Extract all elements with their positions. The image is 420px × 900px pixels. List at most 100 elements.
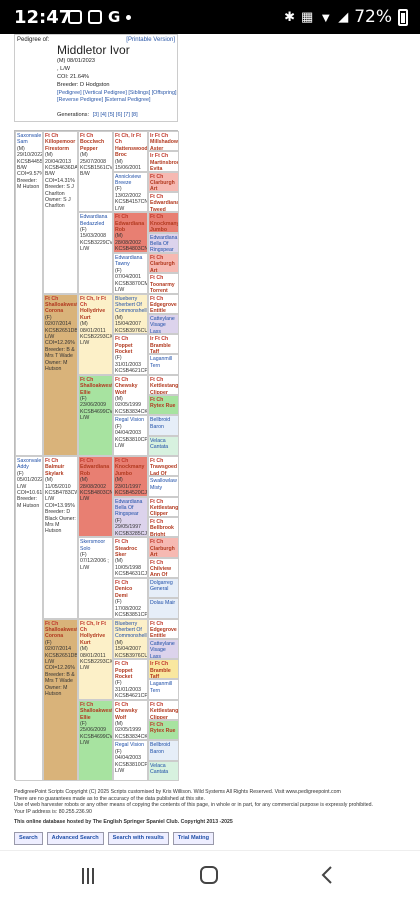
pedigree-cell[interactable]: Ft Ch Steadroc Sker (M) 10/05/1998 KCSB463… <box>113 537 148 578</box>
pedigree-cell[interactable]: Ft Ch Kettlestang Clipper <box>148 374 179 396</box>
pedigree-cell[interactable]: Ft Ch Denico Demi (F) 17/08/2002 KCSB3851C… <box>113 577 148 619</box>
pedigree-cell[interactable]: Ft Ch Balmuir Skylark (M) 11/05/2010 KCSB4… <box>43 456 78 619</box>
pedigree-cell[interactable]: Ir Ft Ch Bramble Taff <box>148 334 179 355</box>
cell-dog-name[interactable]: Edwardiana Bedazzled <box>80 214 108 227</box>
cell-dog-name[interactable]: Knockmany Jumbo <box>115 464 145 477</box>
pedigree-cell[interactable]: Blueberry Sherbert Of Commonshell (M) 15/… <box>113 618 148 660</box>
cell-dog-name[interactable]: Blueberry Sherbert Of Commonshell <box>115 295 147 315</box>
cell-dog-name[interactable]: Kettlestang Clipper <box>150 708 179 721</box>
pedigree-cell[interactable]: Edwardiana Bedazzled (F) 15/03/2008 KCSB3… <box>78 212 113 294</box>
cell-dog-name[interactable]: Regal Vision <box>115 417 145 424</box>
cell-dog-name[interactable]: Edwardiana Bella Of Ringspear <box>115 498 143 518</box>
cell-dog-name[interactable]: Saxonvale Addy <box>17 458 42 471</box>
cell-dog-name[interactable]: Shalloakwest Corona <box>45 626 78 640</box>
cell-dog-name[interactable]: Knockmany Jumbo <box>150 220 179 233</box>
cell-dog-name[interactable]: Velaca Cantata <box>150 437 169 451</box>
pedigree-cell[interactable]: Ft Ch Edwardiana Tweed <box>148 191 179 213</box>
pedigree-cell[interactable]: Ft Ch Bellbrook Bright <box>148 516 179 538</box>
home-button[interactable] <box>200 866 218 884</box>
cell-dog-name[interactable]: Steadroc Sker <box>115 545 138 559</box>
printable-version-link[interactable]: [Printable Version] <box>126 37 175 43</box>
pedigree-cell[interactable]: Catteylane Visage Lass <box>148 638 179 660</box>
cell-dog-name[interactable]: Saxonvale Sam <box>17 133 42 146</box>
cell-dog-name[interactable]: Skersmoor Solo <box>80 539 106 552</box>
cell-dog-name[interactable]: Millshadow Aster <box>150 139 178 152</box>
cell-dog-name[interactable]: Catteylane Visage Lass <box>150 640 175 660</box>
pedigree-cell[interactable]: Ft Ch Shalloakwest Corona (F) 02/07/2014 K… <box>43 293 78 456</box>
cell-dog-name[interactable]: Trawsgoed Lad Of Caldyview <box>150 464 178 477</box>
cell-dog-name[interactable]: Laganmill Tern <box>150 356 173 369</box>
pedigree-cell[interactable]: Ft Ch Rytex Rue <box>148 395 179 416</box>
pedigree-cell[interactable]: Ft Ch Chewsky Wolf (M) 02/05/1999 KCSB3834… <box>113 699 148 741</box>
pedigree-cell[interactable]: Ft Ch Knockmany Jumbo <box>148 212 179 233</box>
search-button[interactable]: Search <box>14 831 43 845</box>
pedigree-cell[interactable]: Ft Ch Kettlestang Clipper <box>148 496 179 517</box>
pedigree-cell[interactable]: Ft Ch Clarburgh Art <box>148 171 179 192</box>
cell-dog-name[interactable]: Bramble Taff <box>150 667 171 680</box>
cell-dog-name[interactable]: Killopemoor Firestorm <box>45 139 76 152</box>
cell-dog-name[interactable]: Edwardiana Tawny <box>115 254 143 268</box>
pedigree-cell[interactable]: Ft Ch Edgegrove Entitle <box>148 618 179 639</box>
pedigree-view-links[interactable]: [Pedigree] [Vertical Pedigree] [Siblings… <box>57 90 177 103</box>
cell-dog-name[interactable]: Bocclwch Pepper <box>80 139 105 152</box>
pedigree-cell[interactable]: Edwardiana Tawny (F) 07/04/2001 KCSB3870C… <box>113 252 148 294</box>
pedigree-cell[interactable]: Bellbroid Baron <box>148 415 179 436</box>
cell-dog-name[interactable]: Bellbroid Baron <box>150 742 171 755</box>
cell-dog-name[interactable]: Edwardiana Bella Of Ringspear <box>150 234 178 253</box>
cell-dog-name[interactable]: Hollydrive Kurt <box>80 308 106 321</box>
pedigree-cell[interactable]: Laganmill Tern <box>148 679 179 700</box>
pedigree-cell[interactable]: Ft Ch Shalloakwest Ellie (F) 25/06/2009 KC… <box>78 699 113 781</box>
pedigree-cell[interactable]: Catteylane Visage Lass <box>148 313 179 335</box>
pedigree-cell[interactable]: Swallowlaw Misty <box>148 476 179 497</box>
cell-dog-name[interactable]: Shalloakwest Ellie <box>80 383 113 396</box>
cell-dog-name[interactable]: Regal Vision <box>115 742 145 749</box>
cell-dog-name[interactable]: Poppet Rocket <box>115 667 133 680</box>
cell-dog-name[interactable]: Catteylane Visage Lass <box>150 315 175 335</box>
pedigree-cell[interactable]: Ft Ch Kettlestang Clipper <box>148 699 179 721</box>
pedigree-cell[interactable]: Ft Ch Shalloakwest Ellie (F) 23/06/2009 KC… <box>78 374 113 456</box>
cell-dog-name[interactable]: Hattenswood Broc <box>115 145 148 159</box>
pedigree-cell[interactable]: Ft Ch Edwardiana Rob (M) 28/08/2002 KCSB48… <box>78 456 113 538</box>
cell-dog-name[interactable]: Blueberry Sherbert Of Commonshell <box>115 620 147 640</box>
pedigree-cell[interactable]: Saxonvale Sam(M) 29/10/2022 KCSB44550; B… <box>15 131 43 456</box>
generations-links[interactable]: [3] [4] [5] [6] [7] [8] <box>92 112 138 118</box>
pedigree-cell[interactable]: Edwardiana Bella Of Ringspear (F) 29/05/1… <box>113 496 148 538</box>
pedigree-cell[interactable]: Ft Ch, Ir Ft Ch Hattenswood Broc (M) 15/06… <box>113 131 148 172</box>
pedigree-cell[interactable]: Ft Ch Toonarmy Torrent <box>148 273 179 294</box>
cell-dog-name[interactable]: Kettlestang Clipper <box>150 383 179 396</box>
cell-dog-name[interactable]: Rytex Rue <box>150 403 176 410</box>
pedigree-cell[interactable]: Regal Vision (F) 04/04/2003 KCSB3810CP; L… <box>113 415 148 456</box>
cell-dog-name[interactable]: Edgegrove Entitle <box>150 301 177 314</box>
pedigree-cell[interactable]: Saxonvale Addy (F) 05/01/2022 L/W COI=10.… <box>15 456 43 781</box>
pedigree-cell[interactable]: Dolau Mair <box>148 598 179 619</box>
cell-dog-name[interactable]: Hollydrive Kurt <box>80 633 106 646</box>
cell-dog-name[interactable]: Martinsbrook Evita <box>150 159 178 172</box>
pedigree-cell[interactable]: Edwardiana Bella Of Ringspear <box>148 232 179 253</box>
cell-dog-name[interactable]: Edwardiana Tweed <box>150 200 179 213</box>
pedigree-cell[interactable]: Ft Ch Bocclwch Pepper (M) 25/07/2008 KCSB1… <box>78 131 113 213</box>
cell-dog-name[interactable]: Edwardiana Rob <box>80 464 110 477</box>
cell-dog-name[interactable]: Clarburgh Art <box>150 261 175 274</box>
pedigree-cell[interactable]: Ft Ch Chewsky Wolf (M) 02/05/1999 KCSB3834… <box>113 374 148 416</box>
pedigree-cell[interactable]: Ft Ch Poppet Rocket (F) 31/01/2003 KCSB462… <box>113 334 148 375</box>
pedigree-cell[interactable]: Ft Ch, Ir Ft Ch Hollydrive Kurt (M) 08/01/… <box>78 618 113 700</box>
cell-dog-name[interactable]: Annickview Breeze <box>115 173 141 187</box>
cell-dog-name[interactable]: Bellbroid Baron <box>150 417 171 430</box>
recents-button[interactable] <box>82 868 98 884</box>
cell-dog-name[interactable]: Bramble Taff <box>150 342 171 355</box>
cell-dog-name[interactable]: Clarburgh Art <box>150 180 175 192</box>
cell-dog-name[interactable]: Dolgarreg General <box>150 579 173 593</box>
search-with-results-button[interactable]: Search with results <box>107 831 169 845</box>
pedigree-cell[interactable]: Velaca Cantata <box>148 760 179 781</box>
cell-dog-name[interactable]: Edgegrove Entitle <box>150 626 177 639</box>
pedigree-cell[interactable]: Ft Ch Edwardiana Rob (M) 28/08/2002 KCSB48… <box>113 212 148 253</box>
cell-dog-name[interactable]: Bellbrook Bright <box>150 525 174 538</box>
pedigree-cell[interactable]: Laganmill Tern <box>148 354 179 375</box>
pedigree-cell[interactable]: Dolgarreg General <box>148 577 179 599</box>
cell-dog-name[interactable]: Rytex Rue <box>150 728 176 735</box>
pedigree-cell[interactable]: Ft Ch Rytex Rue <box>148 720 179 741</box>
cell-dog-name[interactable]: Shalloakwest Ellie <box>80 708 113 721</box>
advanced-search-button[interactable]: Advanced Search <box>46 831 104 845</box>
